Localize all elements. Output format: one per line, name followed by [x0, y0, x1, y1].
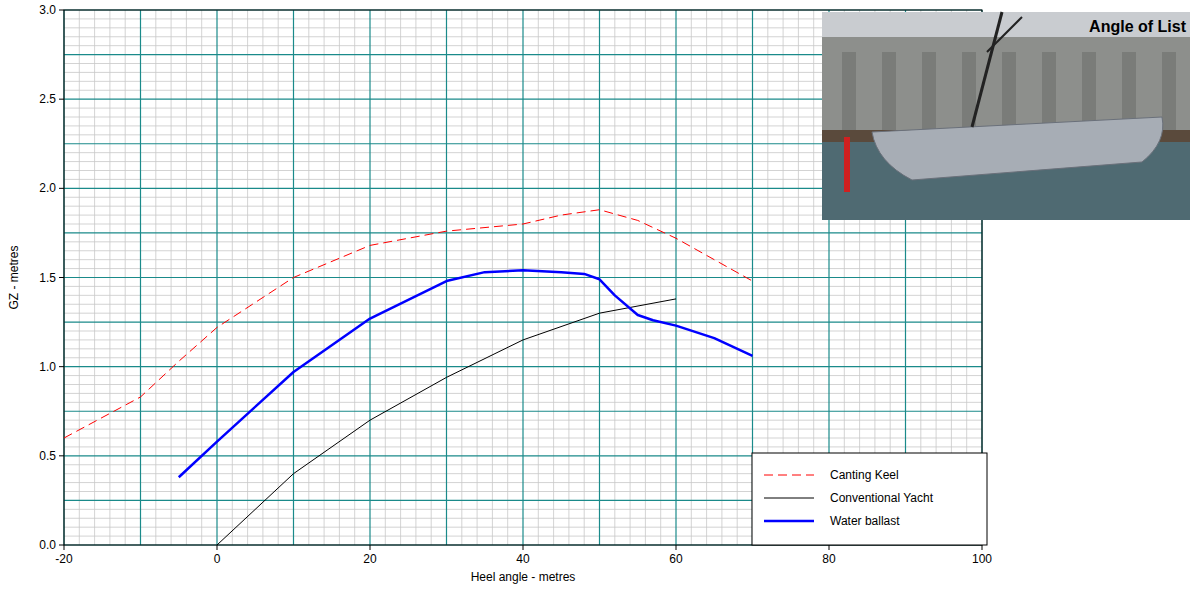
y-axis-title: GZ - metres [7, 245, 21, 309]
y-tick [59, 545, 64, 546]
y-tick-label: 3.0 [39, 3, 56, 17]
annotation: Angle of List [1089, 18, 1187, 35]
photo-building-detail [1002, 52, 1016, 132]
photo-building-detail [1042, 52, 1056, 132]
photo-mast [972, 12, 1002, 127]
x-axis-title: Heel angle - metres [471, 570, 576, 584]
series-line [217, 299, 676, 545]
photo-rigging [987, 17, 1022, 52]
legend: Canting Keel Conventional Yacht Water ball… [752, 453, 987, 545]
x-tick-label: 0 [214, 552, 221, 566]
x-tick-label: 60 [669, 552, 683, 566]
legend-label: Conventional Yacht [830, 491, 934, 505]
y-tick-label: 0.5 [39, 449, 56, 463]
x-tick [217, 545, 218, 550]
x-tick-label: 40 [516, 552, 530, 566]
axes: -20 0 20 40 60 80 100 0.0 0.5 1.0 1.5 2.0 2.5 3.0 [39, 3, 992, 566]
y-tick [59, 188, 64, 189]
photo-sky [822, 12, 1190, 220]
legend-swatch [764, 498, 814, 499]
x-tick-label: -20 [55, 552, 73, 566]
legend-swatch [764, 475, 814, 476]
x-tick [370, 545, 371, 550]
x-tick [64, 545, 65, 550]
y-tick-label: 0.0 [39, 538, 56, 552]
y-tick-label: 1.0 [39, 360, 56, 374]
y-tick [59, 277, 64, 278]
x-tick [523, 545, 524, 550]
x-tick-label: 20 [363, 552, 377, 566]
y-tick [59, 99, 64, 100]
photo-building-detail [842, 52, 856, 132]
series-line [179, 270, 753, 477]
photo-building-detail [1082, 52, 1096, 132]
grid-line [64, 366, 982, 367]
series-line [64, 210, 753, 438]
y-tick [59, 366, 64, 367]
x-tick [829, 545, 830, 550]
x-tick [982, 545, 983, 550]
x-tick-label: 80 [822, 552, 836, 566]
y-tick-label: 2.5 [39, 92, 56, 106]
legend-label: Canting Keel [830, 468, 899, 482]
legend-box [752, 453, 987, 545]
photo-building-detail [882, 52, 896, 132]
photo-inset [822, 12, 1190, 220]
legend-swatch [764, 520, 814, 523]
x-tick-label: 100 [972, 552, 992, 566]
photo-building-detail [922, 52, 936, 132]
y-tick-label: 2.0 [39, 181, 56, 195]
y-tick [59, 455, 64, 456]
x-tick [676, 545, 677, 550]
series-group [64, 210, 753, 545]
y-tick [59, 10, 64, 11]
y-tick-label: 1.5 [39, 271, 56, 285]
legend-label: Water ballast [830, 514, 900, 528]
photo-building-detail [1162, 52, 1176, 132]
grid-line [64, 277, 982, 278]
photo-flag-reflection [844, 137, 850, 192]
chart: -20 0 20 40 60 80 100 0.0 0.5 1.0 1.5 2.0 2.5 3.0 Heel… [0, 0, 1198, 595]
photo-hull [872, 117, 1163, 180]
